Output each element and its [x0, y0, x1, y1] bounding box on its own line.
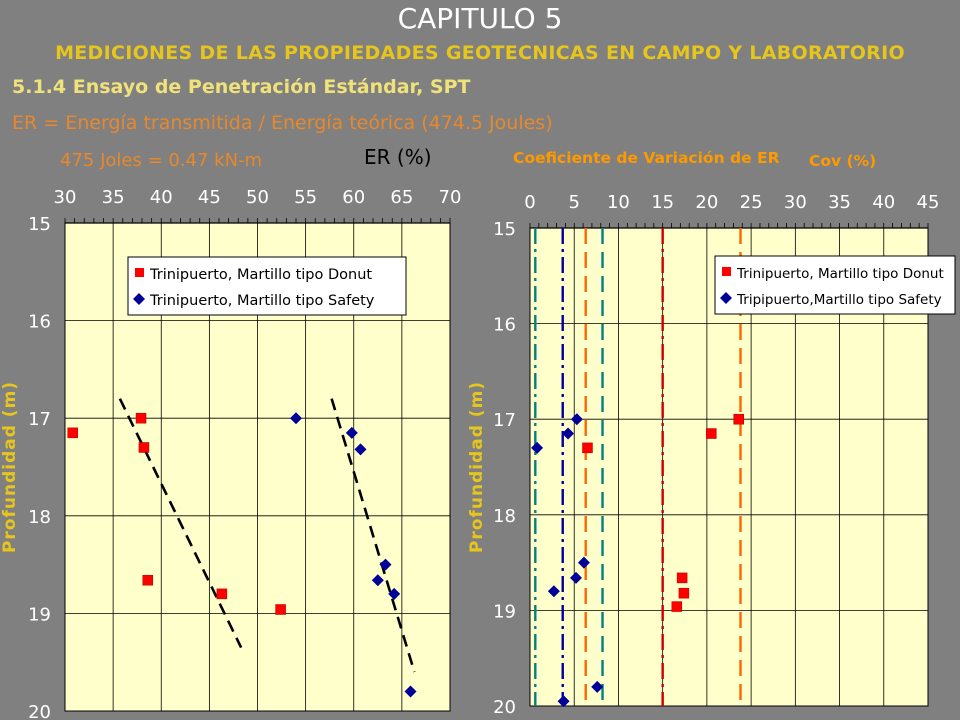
x-tick-label: 45	[917, 192, 940, 213]
y-tick-label: 15	[493, 219, 516, 240]
x-tick-label: 0	[524, 192, 535, 213]
x-tick-label: 60	[342, 187, 365, 208]
safety-point	[290, 412, 302, 425]
legend-box	[127, 256, 407, 316]
x-tick-label: 5	[568, 192, 579, 213]
y-tick-label: 17	[493, 410, 516, 431]
safety-point	[354, 443, 367, 456]
er-formula: ER = Energía transmitida / Energía teóri…	[12, 112, 553, 134]
safety-point	[547, 585, 560, 598]
safety-point	[569, 571, 582, 584]
donut-point	[67, 427, 78, 439]
chart-title: ER (%)	[364, 145, 432, 169]
safety-point	[388, 587, 401, 600]
x-tick-label: 10	[607, 192, 630, 213]
y-tick-label: 20	[493, 697, 516, 718]
slide-title: CAPITULO 5	[397, 2, 563, 35]
donut-point	[676, 572, 688, 584]
donut-point	[671, 601, 683, 612]
x-tick-label: 35	[102, 187, 125, 208]
legend-marker-donut	[722, 267, 731, 276]
safety-point	[345, 426, 358, 439]
safety-point	[371, 574, 384, 587]
safety-point	[557, 695, 570, 708]
y-tick-label: 16	[28, 312, 51, 333]
joules-note: 475 Joles = 0.47 kN-m	[60, 150, 263, 171]
x-tick-label: 15	[651, 192, 674, 213]
legend-box	[714, 255, 956, 315]
y-tick-label: 16	[493, 315, 516, 336]
donut-point	[733, 413, 744, 425]
y-tick-label: 17	[28, 409, 51, 430]
safety-point	[591, 680, 604, 693]
x-tick-label: 40	[150, 187, 173, 208]
cov-chart: 0 5 10 15 20 25 30 35 40 45 15 16 17 18 19 20 Profundida…	[467, 149, 956, 718]
donut-point	[706, 428, 717, 439]
legend-label: Tripipuerto,Martillo tipo Safety	[736, 292, 942, 308]
x-tick-label: 30	[784, 192, 807, 213]
x-tick-label: 40	[872, 192, 895, 213]
er-chart: 30 35 40 45 50 55 60 65 70 15 16 17 18 19 20 Profundida…	[0, 145, 462, 720]
y-tick-label: 15	[28, 214, 51, 235]
legend-label: Trinipuerto, Martillo tipo Donut	[149, 267, 372, 283]
safety-point	[404, 685, 417, 698]
x-tick-label: 65	[390, 187, 413, 208]
x-tick-label: 45	[198, 187, 221, 208]
safety-point	[577, 556, 590, 569]
x-tick-label: 25	[740, 192, 763, 213]
x-tick-label: 70	[439, 187, 462, 208]
x-tick-label: 50	[246, 187, 269, 208]
legend-marker-donut	[135, 268, 144, 277]
y-tick-label: 19	[28, 604, 51, 625]
donut-point	[138, 442, 150, 453]
x-tick-label: 30	[54, 187, 77, 208]
y-tick-label: 18	[28, 507, 51, 528]
legend-label: Trinipuerto, Martillo tipo Donut	[736, 266, 944, 282]
y-tick-label: 20	[28, 702, 51, 720]
donut-point	[275, 604, 286, 615]
y-tick-label: 19	[493, 601, 516, 622]
y-axis-label: Profundidad (m)	[0, 381, 20, 553]
y-tick-label: 18	[493, 506, 516, 527]
x-tick-label: 20	[695, 192, 718, 213]
legend-marker-safety	[133, 293, 145, 305]
trend-line	[118, 398, 243, 649]
legend-marker-safety	[720, 292, 732, 304]
chart-title-secondary: Cov (%)	[809, 152, 876, 170]
safety-point	[531, 441, 544, 454]
donut-point	[216, 588, 228, 600]
y-axis-label: Profundidad (m)	[467, 381, 487, 553]
donut-point	[142, 574, 154, 586]
slide-subtitle: MEDICIONES DE LAS PROPIEDADES GEOTECNICA…	[55, 42, 905, 64]
legend-label: Trinipuerto, Martillo tipo Safety	[149, 293, 375, 309]
safety-point	[570, 413, 583, 426]
safety-point	[562, 427, 575, 440]
chart-title: Coeficiente de Variación de ER	[513, 149, 780, 167]
donut-point	[135, 412, 147, 424]
donut-point	[582, 442, 593, 454]
x-tick-label: 35	[828, 192, 851, 213]
x-tick-label: 55	[294, 187, 317, 208]
section-heading: 5.1.4 Ensayo de Penetración Estándar, SP…	[12, 76, 471, 98]
safety-point	[379, 558, 392, 571]
donut-point	[678, 587, 690, 599]
trend-line	[330, 398, 416, 673]
